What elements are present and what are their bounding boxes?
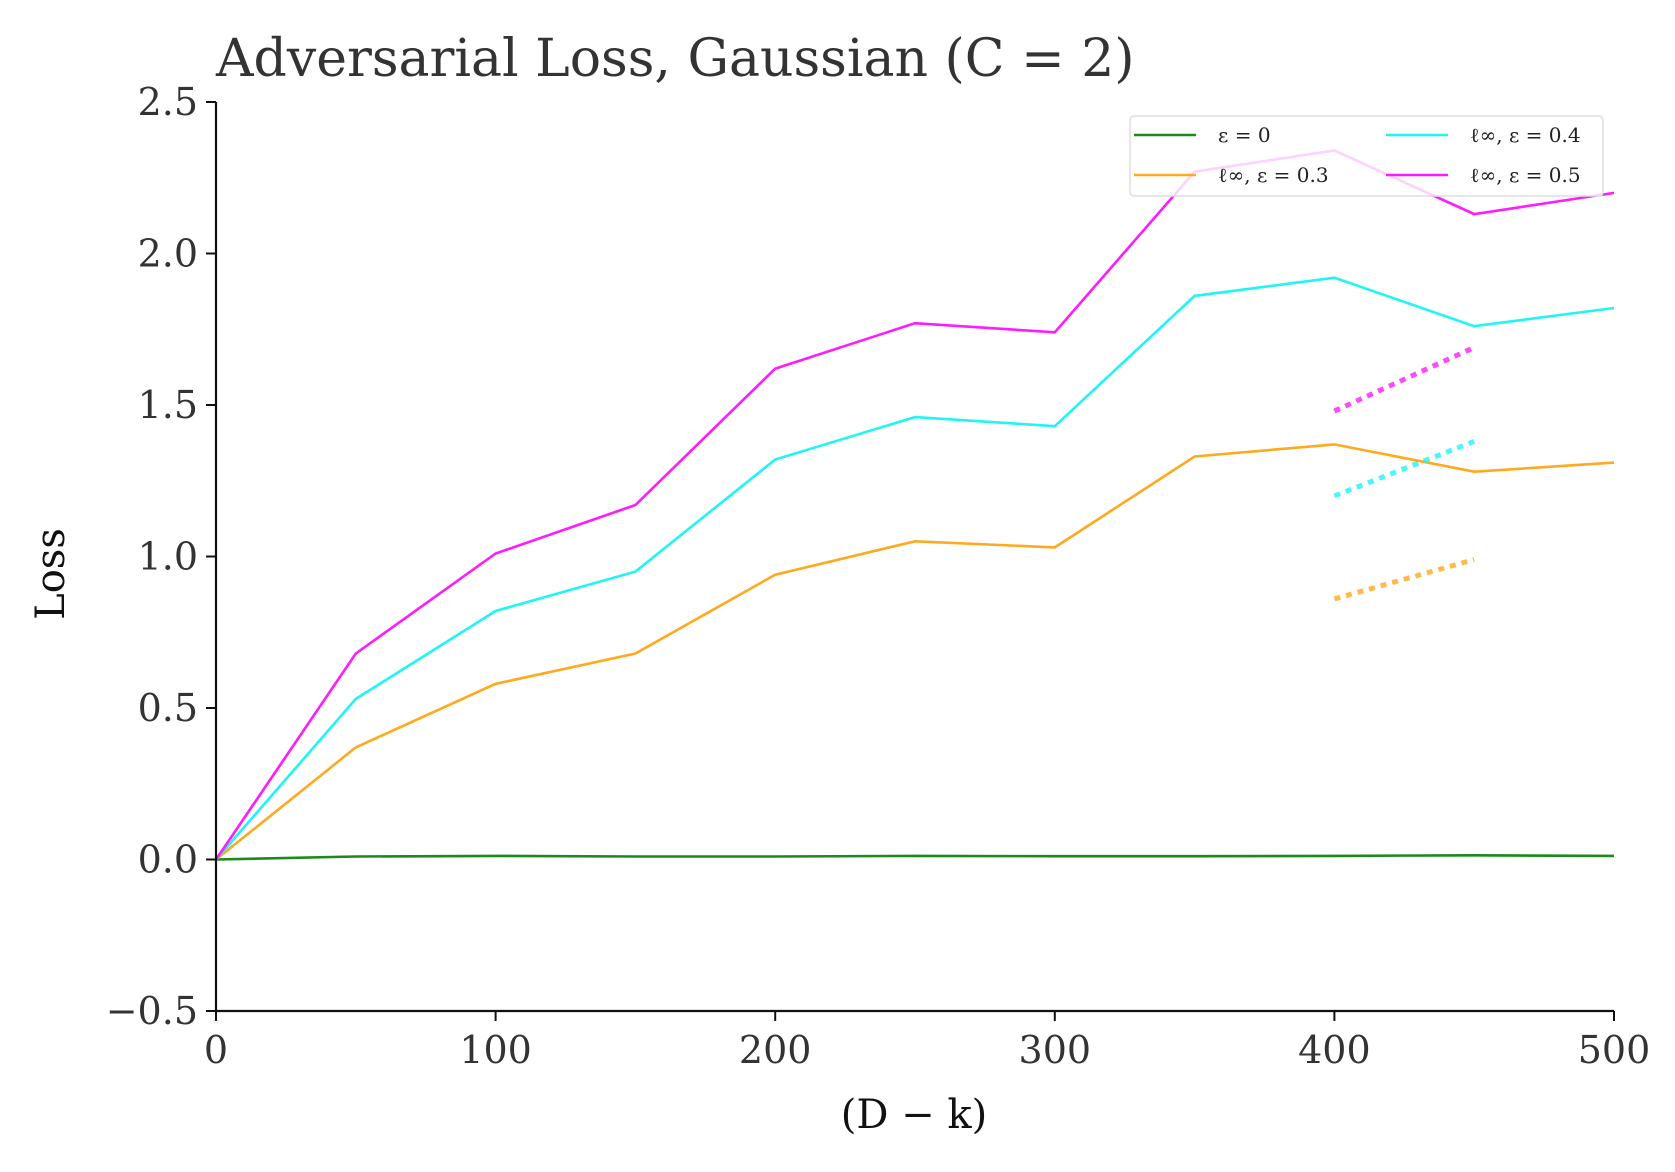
- x-tick-label: 300: [1019, 1028, 1092, 1072]
- legend-box: [1129, 115, 1604, 197]
- series-line-0: [215, 853, 1615, 861]
- plot-lines: [214, 149, 1615, 861]
- x-tick-label: 500: [1578, 1028, 1651, 1072]
- dotted-annotation-line-2: [1333, 345, 1476, 414]
- series-line-2: [215, 276, 1615, 861]
- chart-title: Adversarial Loss, Gaussian (C = 2): [215, 29, 1135, 89]
- x-tick-label: 0: [204, 1028, 228, 1072]
- x-tick-label: 400: [1298, 1028, 1371, 1072]
- series-line-3: [214, 149, 1615, 861]
- dotted-annotation-line-1: [1333, 439, 1476, 499]
- x-tick-label: 200: [739, 1028, 812, 1072]
- legend-label: ε = 0: [1218, 123, 1271, 147]
- y-tick-label: 1.5: [138, 383, 198, 427]
- y-axis-label: Loss: [28, 528, 74, 620]
- x-tick-label: 100: [459, 1028, 532, 1072]
- y-tick-label: 0.0: [138, 838, 198, 882]
- y-tick-label: 2.0: [138, 232, 198, 276]
- y-tick-label: 0.5: [138, 686, 198, 730]
- y-tick-label: −0.5: [106, 989, 198, 1033]
- annotation-lines: [1333, 345, 1476, 602]
- y-tick-label: 2.5: [138, 80, 198, 124]
- legend-label: ℓ∞, ε = 0.3: [1218, 163, 1329, 187]
- axes: [214, 102, 1614, 1013]
- x-axis-label: (D − k): [841, 1092, 987, 1138]
- y-axis-ticks: −0.5 0.0 0.5 1.0 1.5 2.0 2.5: [106, 80, 216, 1033]
- legend-label: ℓ∞, ε = 0.4: [1470, 123, 1581, 147]
- x-axis-ticks: 0 100 200 300 400 500: [204, 1011, 1650, 1072]
- y-tick-label: 1.0: [138, 535, 198, 579]
- legend: ε = 0 ℓ∞, ε = 0.3 ℓ∞, ε = 0.4 ℓ∞, ε = 0.5: [1129, 115, 1604, 197]
- legend-label: ℓ∞, ε = 0.5: [1470, 163, 1581, 187]
- series-line-1: [215, 443, 1615, 861]
- dotted-annotation-line-0: [1333, 557, 1475, 602]
